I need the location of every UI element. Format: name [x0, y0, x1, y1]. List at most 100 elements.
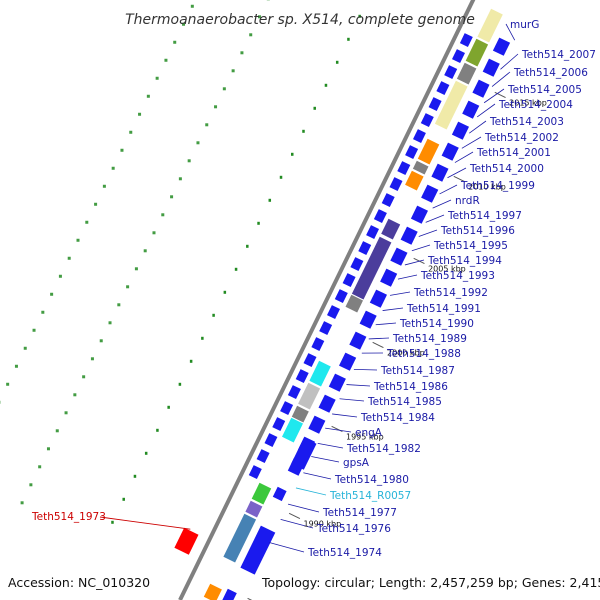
map-graphics [0, 0, 519, 600]
gc-skew-mark-1 [14, 364, 18, 368]
gc-skew-mark-1 [50, 292, 54, 296]
gene-arrow [327, 305, 340, 319]
label-leader [280, 518, 314, 529]
gc-skew-mark-0 [55, 429, 59, 433]
cds-arrow [492, 37, 511, 56]
gene-label: Teth514_1974 [307, 547, 382, 559]
gene-arrow [256, 449, 270, 463]
label-leader [346, 384, 371, 387]
gc-content-mark [144, 451, 148, 455]
scale-tick [247, 597, 253, 600]
gene-arrow [280, 401, 294, 415]
gene-label: Teth514_1993 [420, 270, 495, 282]
label-leader [325, 427, 352, 433]
gc-skew-mark-1 [85, 220, 89, 224]
gc-skew-mark-1 [173, 40, 177, 44]
gene-label: engA [355, 427, 383, 439]
gc-content-mark [189, 359, 193, 363]
gene-arrow [358, 241, 372, 255]
label-leader [269, 542, 305, 553]
cds-arrow [272, 486, 287, 502]
scale-tick-label: 2010 kbp [468, 182, 506, 191]
gc-content-mark [167, 405, 170, 409]
label-leader [505, 23, 516, 41]
gc-content-mark [279, 175, 283, 179]
cog-block [223, 513, 257, 563]
gene-arrow [397, 161, 411, 175]
cog-block [434, 80, 468, 130]
gene-label: Teth514_1982 [346, 443, 421, 455]
cog-block [465, 38, 489, 67]
cog-block [412, 160, 429, 175]
gene-arrow [405, 145, 419, 159]
gene-arrow [389, 177, 403, 191]
gc-skew-mark-1 [129, 130, 133, 134]
gene-label: Teth514_2006 [513, 67, 588, 79]
highlight-gene-label: Teth514_1973 [31, 511, 106, 523]
gc-skew-mark-0 [82, 375, 86, 379]
cds-arrow [308, 415, 326, 434]
cog-block [405, 170, 424, 191]
cds-arrow [431, 163, 449, 182]
gene-arrow [319, 321, 333, 335]
gene-label-layer: 2015 kbp 2010 kbp 2005 kbp 2000 kbp 1995 kbp… [31, 19, 596, 559]
gene-arrow [459, 33, 473, 47]
gene-label: Teth514_2004 [498, 99, 573, 111]
cds-arrow [462, 100, 480, 119]
gene-arrow [444, 65, 458, 79]
gc-skew-mark-1 [155, 76, 159, 80]
scale-tick-label: 2000 kbp [387, 348, 425, 357]
cds-arrow [441, 142, 459, 161]
cds-arrow [410, 205, 428, 224]
label-leader [332, 413, 358, 418]
cog-block [456, 62, 477, 85]
gene-label: Teth514_1999 [460, 180, 535, 192]
gc-skew-mark-1 [102, 184, 106, 188]
gc-skew-mark-0 [196, 141, 200, 145]
label-leader [439, 184, 458, 195]
gc-skew-mark-0 [178, 177, 182, 181]
gc-skew-mark-0 [73, 393, 77, 397]
label-leader [368, 337, 390, 340]
label-leader [432, 199, 452, 209]
cog-block [381, 218, 401, 240]
gene-label: nrdR [455, 195, 480, 207]
gc-skew-mark-1 [94, 202, 98, 206]
gc-skew-mark-0 [214, 105, 218, 109]
gene-label: Teth514_1995 [433, 240, 508, 252]
label-leader [295, 487, 327, 496]
gene-label: Teth514_2007 [521, 49, 596, 61]
label-leader [375, 322, 397, 326]
gc-skew-mark-0 [117, 303, 121, 307]
gc-skew-mark-0 [231, 69, 235, 73]
gc-skew-mark-0 [46, 447, 50, 451]
gc-skew-mark-1 [138, 112, 142, 116]
gene-label: Teth514_1992 [413, 287, 488, 299]
cds-arrow [451, 121, 469, 140]
gene-label: Teth514_R0057 [329, 490, 411, 502]
cog-block [282, 417, 303, 443]
gc-content-mark [156, 428, 159, 432]
label-leader [469, 120, 487, 134]
gc-skew-mark-0 [222, 87, 226, 91]
gc-skew-mark-1 [67, 256, 71, 260]
scale-tick-label: 1995 kbp [346, 432, 384, 441]
gene-arrow [420, 113, 434, 127]
gc-skew-mark-0 [134, 267, 138, 271]
cds-arrow [369, 289, 387, 308]
gc-skew-mark-0 [29, 483, 33, 487]
cds-arrow [390, 247, 408, 266]
gene-label: Teth514_2003 [489, 116, 564, 128]
gene-arrow [311, 337, 325, 351]
cds-arrow [291, 437, 317, 470]
cds-arrow [240, 525, 276, 575]
label-leader [389, 291, 411, 296]
gene-arrow [342, 273, 356, 287]
cog-block [477, 8, 503, 43]
gc-skew-mark-1 [146, 94, 150, 98]
gene-label: Teth514_1991 [406, 303, 481, 315]
topology-text: Topology: circular; Length: 2,457,259 bp… [261, 575, 600, 590]
cog-block [309, 360, 331, 387]
gene-arrow [373, 209, 387, 223]
gene-label: Teth514_1976 [316, 523, 391, 535]
